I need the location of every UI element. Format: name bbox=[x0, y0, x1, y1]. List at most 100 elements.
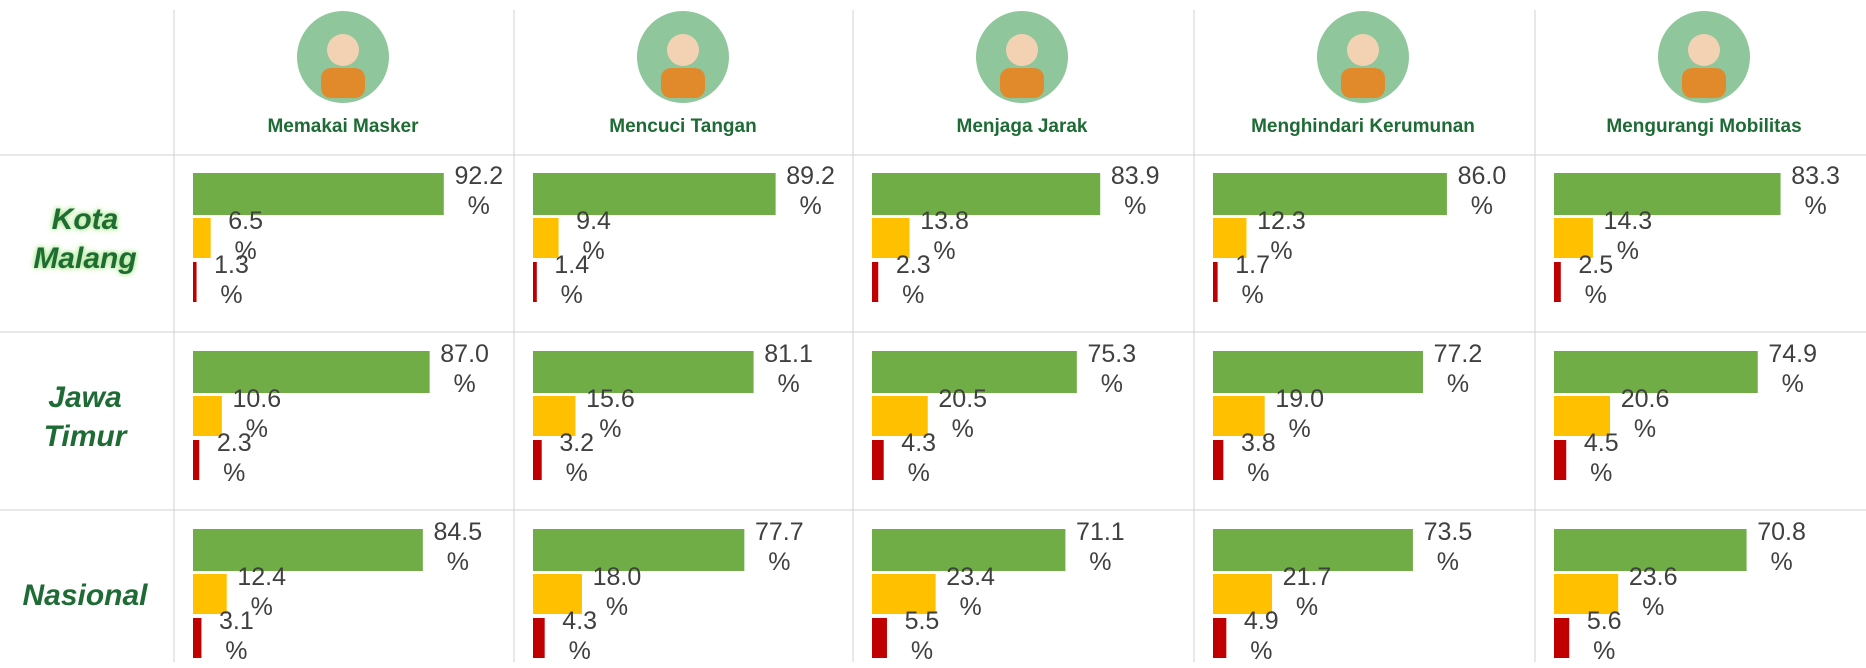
icon-detail bbox=[1347, 34, 1379, 66]
value-label: 5.5 % bbox=[904, 607, 940, 665]
value-label: 14.3 % bbox=[1603, 207, 1653, 265]
bar bbox=[1554, 396, 1611, 436]
value-label: 81.1 % bbox=[764, 340, 813, 398]
bar bbox=[872, 440, 884, 480]
value-label: 83.3 % bbox=[1791, 162, 1840, 220]
value-label: 3.8 % bbox=[1240, 429, 1276, 487]
value-label: 20.6 % bbox=[1620, 385, 1670, 443]
row-label: Kota Malang bbox=[33, 203, 137, 275]
value-label: 73.5 % bbox=[1423, 518, 1473, 576]
value-label: 86.0 % bbox=[1457, 162, 1507, 220]
bar bbox=[1213, 396, 1265, 436]
bar bbox=[872, 396, 928, 436]
icon-detail bbox=[1006, 34, 1038, 66]
value-label: 20.5 % bbox=[938, 385, 988, 443]
bar bbox=[1554, 218, 1593, 258]
value-label: 6.5 % bbox=[228, 207, 264, 265]
bar bbox=[193, 440, 200, 480]
icon-detail bbox=[1682, 68, 1726, 98]
value-label: 3.2 % bbox=[559, 429, 595, 487]
bar bbox=[533, 218, 559, 258]
bar bbox=[193, 574, 227, 614]
bar bbox=[193, 618, 202, 658]
bar bbox=[193, 529, 423, 571]
icon-detail bbox=[1341, 68, 1385, 98]
bar bbox=[872, 351, 1077, 393]
value-label: 75.3 % bbox=[1087, 340, 1137, 398]
value-label: 2.5 % bbox=[1578, 251, 1614, 309]
icon-detail bbox=[1688, 34, 1720, 66]
value-label: 4.3 % bbox=[901, 429, 937, 487]
bar bbox=[1554, 173, 1781, 215]
value-label: 1.7 % bbox=[1235, 251, 1270, 309]
bar bbox=[193, 218, 211, 258]
value-label: 21.7 % bbox=[1282, 563, 1332, 621]
value-label: 3.1 % bbox=[219, 607, 254, 665]
value-label: 5.6 % bbox=[1586, 607, 1622, 665]
bar bbox=[193, 396, 222, 436]
row-label: Jawa Timur bbox=[43, 381, 127, 453]
bar bbox=[533, 618, 545, 658]
value-label: 71.1 % bbox=[1076, 518, 1125, 576]
bar bbox=[1213, 173, 1447, 215]
value-label: 77.7 % bbox=[755, 518, 804, 576]
value-label: 4.3 % bbox=[562, 607, 598, 665]
value-label: 4.9 % bbox=[1243, 607, 1279, 665]
column-header: Menjaga Jarak bbox=[956, 116, 1088, 137]
value-label: 74.9 % bbox=[1768, 340, 1818, 398]
value-label: 2.3 % bbox=[895, 251, 931, 309]
value-label: 13.8 % bbox=[920, 207, 969, 265]
value-label: 89.2 % bbox=[786, 162, 835, 220]
value-label: 70.8 % bbox=[1757, 518, 1806, 576]
column-header: Memakai Masker bbox=[267, 116, 419, 137]
bar bbox=[533, 396, 576, 436]
icon-detail bbox=[321, 68, 365, 98]
value-label: 12.4 % bbox=[237, 563, 287, 621]
bar bbox=[1554, 262, 1561, 302]
bar bbox=[872, 618, 887, 658]
value-label: 4.5 % bbox=[1583, 429, 1619, 487]
bar bbox=[533, 262, 537, 302]
bar bbox=[1554, 618, 1570, 658]
icon-detail bbox=[667, 34, 699, 66]
bar bbox=[1213, 218, 1247, 258]
value-label: 84.5 % bbox=[433, 518, 483, 576]
value-label: 18.0 % bbox=[592, 563, 642, 621]
value-label: 83.9 % bbox=[1110, 162, 1160, 220]
bar bbox=[872, 218, 910, 258]
bar bbox=[193, 173, 444, 215]
value-label: 10.6 % bbox=[232, 385, 282, 443]
bar bbox=[1213, 440, 1224, 480]
bar bbox=[533, 529, 745, 571]
value-label: 92.2 % bbox=[454, 162, 504, 220]
bar bbox=[1554, 440, 1567, 480]
value-label: 15.6 % bbox=[586, 385, 635, 443]
bar bbox=[533, 351, 754, 393]
bar bbox=[533, 574, 582, 614]
value-label: 1.3 % bbox=[214, 251, 249, 309]
column-header: Menghindari Kerumunan bbox=[1251, 116, 1475, 137]
bar bbox=[1213, 262, 1218, 302]
value-label: 87.0 % bbox=[440, 340, 489, 398]
column-header: Mengurangi Mobilitas bbox=[1606, 116, 1802, 137]
icon-detail bbox=[327, 34, 359, 66]
bar bbox=[533, 173, 776, 215]
bar bbox=[1213, 351, 1423, 393]
bar bbox=[872, 173, 1101, 215]
value-label: 12.3 % bbox=[1257, 207, 1306, 265]
bar bbox=[1554, 574, 1619, 614]
bar bbox=[1554, 529, 1747, 571]
value-label: 9.4 % bbox=[576, 207, 611, 265]
bar bbox=[533, 440, 542, 480]
icon-detail bbox=[1000, 68, 1044, 98]
bar bbox=[1213, 529, 1413, 571]
value-label: 23.6 % bbox=[1628, 563, 1678, 621]
bar bbox=[193, 351, 430, 393]
value-label: 19.0 % bbox=[1275, 385, 1324, 443]
bar bbox=[1213, 574, 1273, 614]
bar bbox=[872, 529, 1066, 571]
value-label: 2.3 % bbox=[216, 429, 252, 487]
bar bbox=[1554, 351, 1758, 393]
